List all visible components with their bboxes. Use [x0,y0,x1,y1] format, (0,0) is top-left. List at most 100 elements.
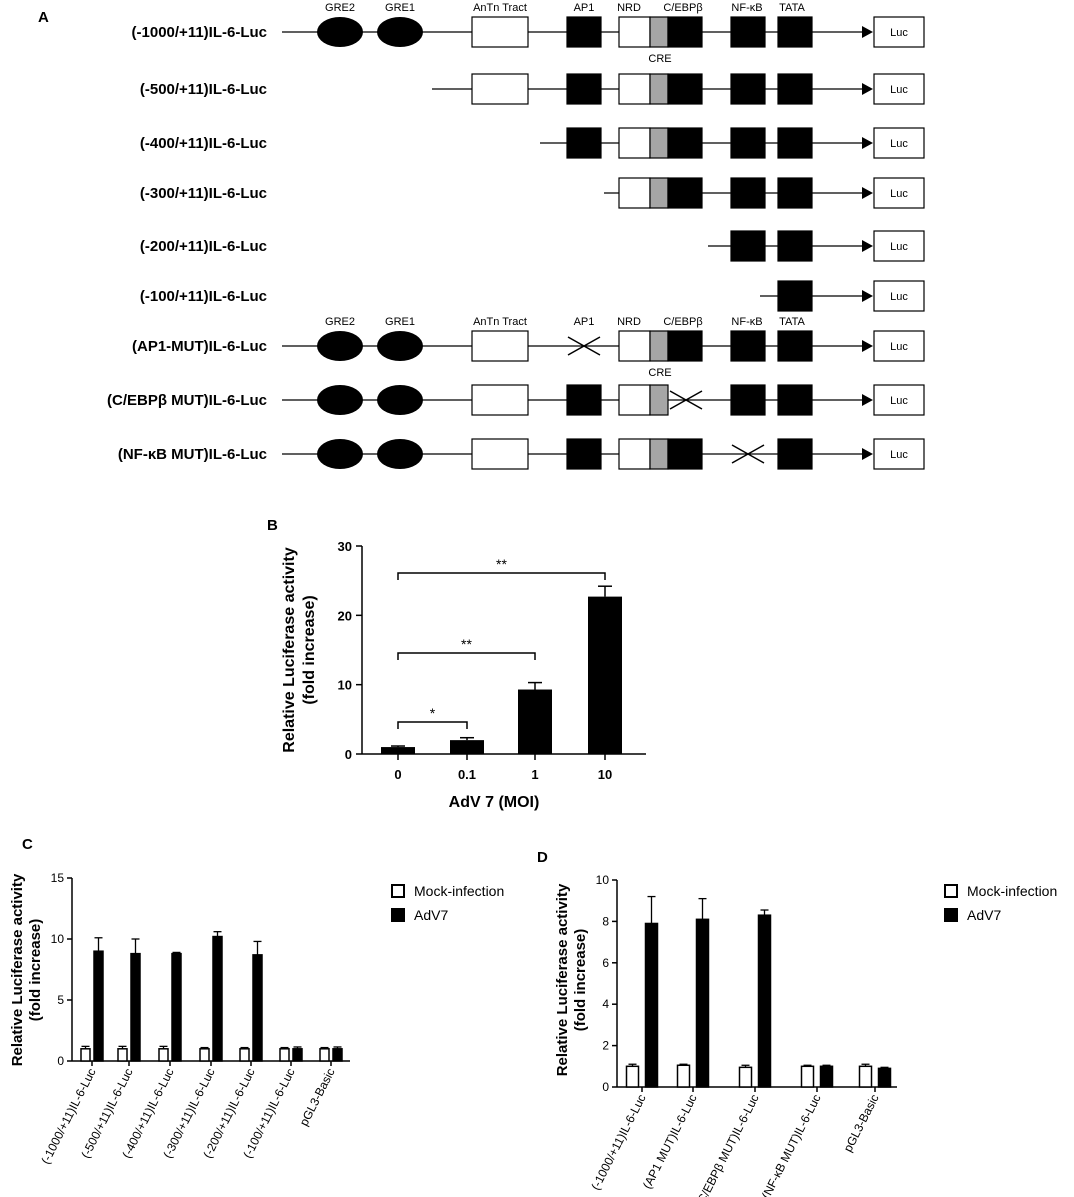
significance-bracket [397,652,536,660]
luc-label: Luc [890,188,908,200]
tata-box [777,280,813,312]
mock-bar [158,1048,169,1062]
nrd-label: NRD [617,316,641,328]
luc-box [873,230,925,262]
legend-swatch [391,884,405,898]
luc-label: Luc [890,241,908,253]
legend-swatch [391,908,405,922]
y-axis-title-line: Relative Luciferase activity [9,873,26,1066]
significance-label: ** [496,556,507,572]
cebpb-box [667,330,703,362]
ap1-label: AP1 [574,2,595,14]
y-tick-label: 4 [602,997,609,1011]
luc-box [873,438,925,470]
tata-box [777,438,813,470]
x-axis-title: AdV 7 (MOI) [449,794,540,811]
mock-bar [199,1048,210,1062]
adv7-bar [644,922,659,1088]
nrd-label: NRD [617,2,641,14]
adv7-bar [877,1067,892,1088]
cre-box [649,438,669,470]
luc-label: Luc [890,138,908,150]
mock-bar [117,1048,128,1062]
nrd-box [618,384,651,416]
gre1-ellipse [377,385,423,415]
construct-name: (-400/+11)IL-6-Luc [140,135,267,152]
gre2-label: GRE2 [325,2,355,14]
y-axis-title: Relative Luciferase activity(fold increa… [554,883,589,1076]
y-axis-title-line: (fold increase) [27,919,44,1022]
y-tick-label: 5 [57,993,64,1007]
luc-label: Luc [890,291,908,303]
gre2-ellipse [317,17,363,47]
arrow-head [862,240,873,252]
arrow-head [862,137,873,149]
ap1-box [566,438,602,470]
y-axis-title-line: Relative Luciferase activity [554,883,571,1076]
legend-swatch [944,884,958,898]
y-axis-title-line: (fold increase) [572,929,589,1032]
nfkb-box [730,230,766,262]
construct-name: (C/EBPβ MUT)IL-6-Luc [107,392,267,409]
significance-bracket [397,721,468,729]
bar [450,740,484,754]
construct-row: (-400/+11)IL-6-Luc Luc [140,127,925,159]
nrd-box [618,16,651,48]
y-tick-label: 0 [57,1054,64,1068]
gre2-ellipse [317,439,363,469]
construct-row: (NF-κB MUT)IL-6-Luc Luc [118,438,925,470]
construct-name: (-300/+11)IL-6-Luc [140,185,267,202]
adv7-bar [171,952,182,1062]
construct-row: (-500/+11)IL-6-Luc Luc [140,73,925,105]
tata-box [777,330,813,362]
mock-bar [676,1064,691,1088]
nfkb-label: NF-κB [731,316,762,328]
nrd-box [618,73,651,105]
significance-label: ** [461,636,472,652]
x-tick-label: pGL3-Basic [841,1092,882,1154]
adv7-bar [695,918,710,1088]
x-tick-label: 10 [598,767,612,782]
luc-box [873,384,925,416]
mutation-cross [731,444,765,464]
arrow-head [862,394,873,406]
luc-box [873,127,925,159]
construct-row: (-200/+11)IL-6-Luc Luc [140,230,925,262]
arrow-head [862,290,873,302]
x-tick-label: pGL3-Basic [297,1066,338,1128]
nfkb-box [730,16,766,48]
chart-b: B 0 10 20 30 0 0.1 1 10 AdV 7 (MOI) Relative Lucif… [267,517,646,811]
promoter-diagram: (-1000/+11)IL-6-Luc Luc GRE2 GRE1 AnTn Tract… [107,2,925,470]
nfkb-box [730,73,766,105]
mutation-cross [669,390,703,410]
luc-label: Luc [890,27,908,39]
adv7-bar [130,952,141,1062]
gre1-ellipse [377,17,423,47]
x-tick-label: (AP1 MUT)IL-6-Luc [640,1092,700,1191]
y-tick-label: 30 [338,539,352,554]
adv7-bar [252,954,263,1062]
mock-bar [738,1066,753,1088]
nfkb-label: NF-κB [731,2,762,14]
gre1-ellipse [377,331,423,361]
cre-box [649,330,669,362]
nrd-box [618,177,651,209]
antn-box [471,384,529,416]
construct-name: (-500/+11)IL-6-Luc [140,81,267,98]
mock-bar [239,1048,250,1062]
luc-box [873,177,925,209]
construct-row: (C/EBPβ MUT)IL-6-Luc Luc [107,384,925,416]
y-axis-title-line: Relative Luciferase activity [281,547,298,753]
cre-box [649,127,669,159]
antn-label: AnTn Tract [473,316,527,328]
y-tick-label: 10 [338,678,352,693]
significance-label: * [430,705,436,721]
x-tick-label: (-1000/+11)IL-6-Luc [588,1092,648,1192]
cre-box [649,177,669,209]
antn-label: AnTn Tract [473,2,527,14]
tata-box [777,16,813,48]
construct-name: (-100/+11)IL-6-Luc [140,288,267,305]
arrow-head [862,83,873,95]
cre-box [649,384,669,416]
chart-d: D 0 2 4 6 8 10 (-1000/+11)IL-6-Luc(AP1 MUT)IL-6… [537,849,1057,1197]
